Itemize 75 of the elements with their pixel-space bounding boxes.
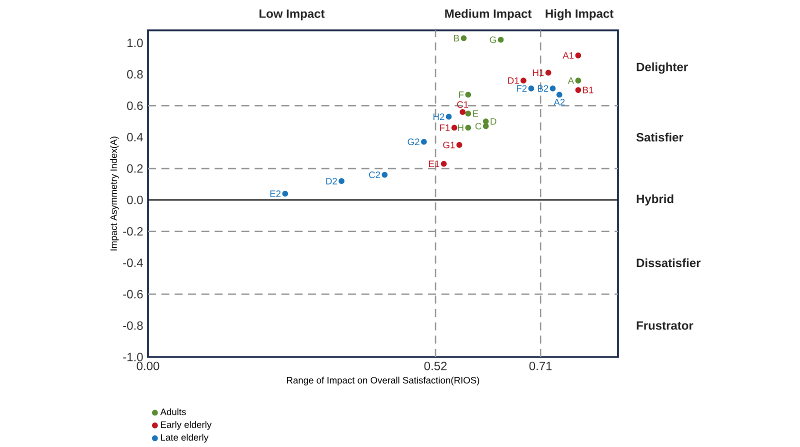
annotation: E2 xyxy=(270,190,281,197)
text: Hybrid xyxy=(636,194,674,206)
point xyxy=(575,87,582,93)
point xyxy=(550,86,556,92)
point xyxy=(440,160,447,167)
point xyxy=(545,70,552,76)
point xyxy=(575,78,582,84)
text: Delighter xyxy=(636,62,688,74)
annotation: A xyxy=(568,77,574,84)
y-tick-label: -1.0 xyxy=(123,352,143,362)
annotation: G1 xyxy=(443,142,455,148)
annotation: E xyxy=(473,110,478,117)
annotation: H1 xyxy=(533,70,544,76)
text: Satisfier xyxy=(636,132,684,142)
x-tick-label: 0.52 xyxy=(424,362,447,370)
annotation: E1 xyxy=(429,160,440,168)
annotation: G xyxy=(490,36,496,44)
y-tick-label: 0.2 xyxy=(127,164,143,173)
point xyxy=(498,36,504,43)
y-tick-label: -0.2 xyxy=(123,227,143,236)
legend-label: Late elderly xyxy=(161,434,208,443)
text: Frustrator xyxy=(636,321,694,330)
annotation: B2 xyxy=(538,85,548,92)
annotation: B1 xyxy=(583,86,594,94)
y-tick-label: 0.0 xyxy=(127,196,143,204)
point xyxy=(446,114,452,120)
point xyxy=(465,124,472,131)
point xyxy=(482,118,489,124)
y-tick-label: 0.4 xyxy=(127,132,143,142)
annotation: G2 xyxy=(408,138,420,146)
annotation: F xyxy=(459,92,464,98)
text: High Impact xyxy=(546,9,614,20)
point xyxy=(382,172,388,178)
annotation: C2 xyxy=(369,172,380,178)
annotation: D xyxy=(490,118,496,125)
y-tick-label: 1.0 xyxy=(128,38,143,48)
text: Dissatisfier xyxy=(636,258,701,268)
point xyxy=(528,86,534,92)
y-tick-label: -0.6 xyxy=(123,290,143,298)
point xyxy=(460,109,466,115)
y-tick-label: -0.8 xyxy=(123,321,143,330)
point xyxy=(338,178,344,184)
point xyxy=(465,110,472,117)
point xyxy=(420,138,427,145)
point xyxy=(460,35,467,42)
point xyxy=(482,123,489,130)
y-tick-label: -0.4 xyxy=(123,258,143,268)
y-tick-label: 0.8 xyxy=(127,70,143,79)
annotation: D2 xyxy=(326,178,337,184)
legend-label: Early elderly xyxy=(161,421,212,430)
annotation: B xyxy=(454,34,460,42)
annotation: F2 xyxy=(516,85,527,92)
annotation: H xyxy=(458,124,464,131)
point xyxy=(282,190,288,197)
point xyxy=(451,124,458,131)
point xyxy=(520,78,526,84)
text: Low Impact xyxy=(260,10,325,20)
annotation: C1 xyxy=(457,101,468,108)
x-tick-label: 0.00 xyxy=(136,362,160,370)
point xyxy=(575,52,582,58)
y-tick-label: 0.6 xyxy=(127,101,143,110)
annotation: H2 xyxy=(434,113,444,120)
y-axis-title: Impact Asymmetry Index(A) xyxy=(110,136,119,250)
annotation: D1 xyxy=(508,77,519,84)
annotation: A1 xyxy=(562,52,574,59)
annotation: C xyxy=(475,122,482,130)
point xyxy=(456,142,462,148)
annotation: F1 xyxy=(440,124,450,131)
x-tick-label: 0.71 xyxy=(529,362,552,370)
text: Medium Impact xyxy=(445,9,532,20)
annotation: A2 xyxy=(554,98,565,106)
point xyxy=(556,92,562,98)
legend-label: Adults xyxy=(160,408,186,416)
point xyxy=(465,92,472,98)
x-axis-title: Range of Impact on Overall Satisfaction(RIOS) xyxy=(287,376,480,386)
